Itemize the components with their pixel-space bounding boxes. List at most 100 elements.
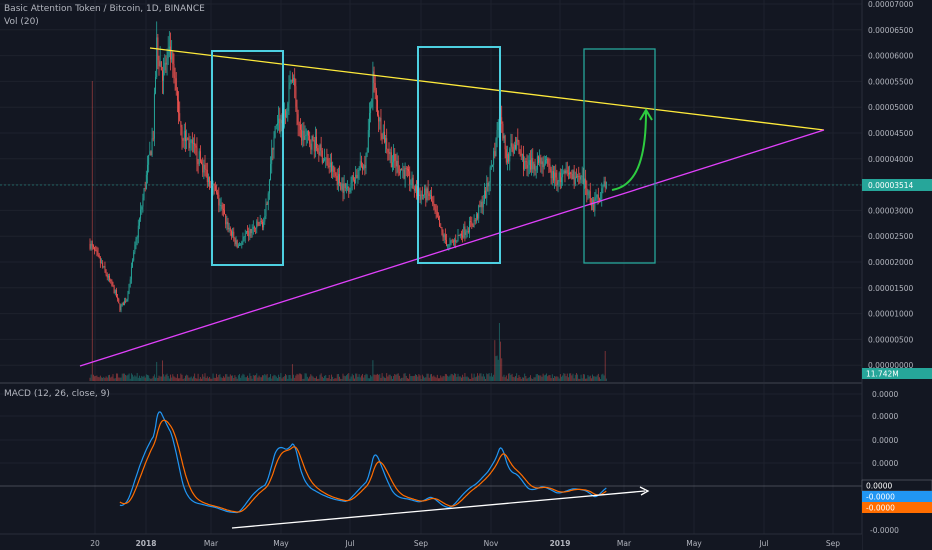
candle-body [189, 142, 191, 149]
volume-bar [313, 377, 315, 381]
triangle-upper-trendline[interactable] [149, 47, 825, 131]
candle-body [493, 151, 495, 165]
candle-body [520, 153, 522, 156]
candle-body [423, 194, 424, 196]
candle-body [488, 182, 490, 187]
candle-body [231, 231, 232, 236]
candle-body [470, 221, 472, 223]
candle-body [420, 194, 422, 200]
candle-body [221, 205, 223, 209]
time-tick-label: 20 [90, 539, 100, 548]
candle-body [544, 159, 546, 164]
candle-body [521, 154, 523, 156]
volume-bar [150, 378, 152, 381]
symbol-title[interactable]: Basic Attention Token / Bitcoin, 1D, BIN… [4, 4, 205, 14]
chart-grid [0, 0, 862, 534]
candle-body [507, 154, 508, 163]
volume-bar [174, 377, 176, 381]
candle-body [593, 199, 595, 211]
volume-bar [435, 377, 437, 381]
volume-bar [172, 374, 174, 381]
volume-bar [501, 358, 503, 381]
projection-arrow[interactable] [611, 111, 647, 191]
volume-bar [542, 373, 544, 381]
volume-bar [303, 378, 305, 381]
macd-divergence-line[interactable] [231, 490, 646, 529]
highlight-box-1[interactable] [211, 50, 284, 266]
volume-bar [106, 377, 108, 381]
price-axis[interactable] [862, 0, 932, 550]
volume-bars [89, 81, 607, 381]
candle-body [234, 238, 236, 245]
candle-body [125, 300, 127, 302]
candle-body [443, 234, 445, 238]
volume-bar [536, 374, 538, 381]
candle-body [494, 151, 496, 157]
volume-bar [295, 375, 297, 381]
macd-tick-label: 0.0000 [872, 459, 898, 468]
candle-body [226, 221, 228, 225]
candle-body [348, 186, 350, 193]
volume-bar [485, 378, 487, 381]
candle-body [539, 157, 541, 163]
volume-bar [404, 373, 406, 381]
candle-body [95, 250, 97, 252]
volume-bar [601, 374, 603, 381]
candle-body [558, 172, 560, 182]
candle-body [495, 139, 497, 157]
candle-body [579, 176, 581, 180]
volume-bar [262, 375, 263, 381]
candle-body [424, 188, 426, 195]
volume-bar [417, 376, 419, 381]
candle-body [104, 266, 106, 271]
macd-indicator-label[interactable]: MACD (12, 26, close, 9) [4, 389, 110, 399]
volume-bar [314, 378, 316, 381]
volume-indicator-label[interactable]: Vol (20) [4, 17, 39, 27]
volume-bar [505, 375, 507, 381]
candle-body [196, 147, 198, 162]
volume-bar [212, 373, 214, 381]
volume-bar [225, 374, 227, 381]
candle-body [304, 136, 306, 140]
time-axis[interactable] [0, 534, 862, 550]
volume-bar [255, 375, 257, 381]
candle-body [362, 166, 363, 169]
macd-pane [0, 411, 862, 529]
volume-bar [245, 377, 247, 381]
projection-box[interactable] [583, 48, 656, 264]
candle-body [409, 171, 411, 185]
volume-bar [311, 375, 313, 381]
candle-body [160, 61, 162, 71]
drawings-layer[interactable] [79, 46, 825, 367]
volume-bar [418, 374, 420, 381]
candle-body [285, 109, 286, 118]
candle-body [344, 183, 346, 189]
candle-body [155, 76, 156, 94]
volume-bar [114, 378, 116, 381]
candle-body [289, 82, 291, 86]
volume-bar [163, 374, 165, 381]
candle-body [438, 217, 439, 220]
volume-bar [105, 376, 107, 381]
volume-bar [403, 373, 405, 381]
volume-bar [559, 374, 561, 381]
candle-body [587, 194, 589, 196]
candle-body [206, 169, 208, 183]
candle-body [556, 177, 558, 185]
volume-value-tag: 11.742M [862, 368, 932, 379]
candle-body [216, 190, 217, 193]
triangle-lower-trendline[interactable] [79, 129, 825, 367]
highlight-box-2[interactable] [417, 46, 501, 264]
volume-bar [275, 376, 277, 381]
volume-bar [590, 378, 592, 381]
candle-body [347, 186, 349, 188]
candle-body [509, 148, 511, 162]
volume-bar [507, 378, 508, 381]
candle-body [562, 173, 564, 178]
volume-bar [277, 378, 278, 381]
candle-body [91, 243, 93, 246]
price-tick-label: 0.00000500 [868, 335, 914, 344]
volume-bar [252, 374, 254, 381]
candle-body [141, 206, 143, 210]
